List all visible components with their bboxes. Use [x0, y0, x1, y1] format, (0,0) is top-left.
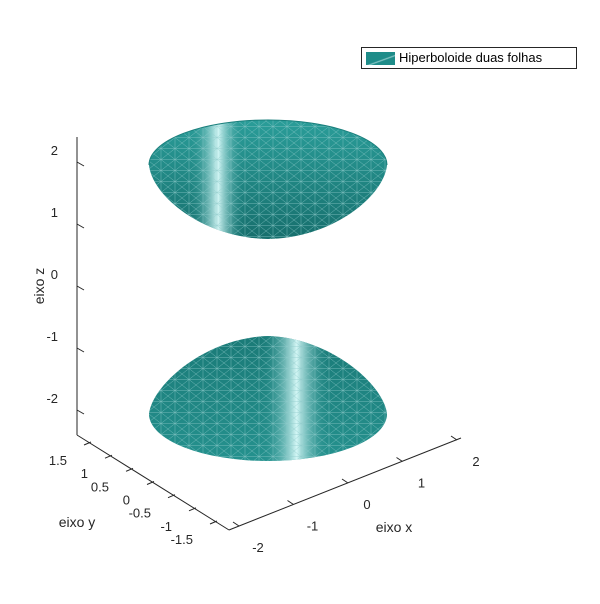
- lower-sheet-surface: [149, 336, 387, 461]
- y-tick: [104, 454, 113, 459]
- z-tick: [76, 223, 85, 229]
- z-tick-label: 2: [51, 143, 58, 158]
- legend: Hiperboloide duas folhas: [361, 47, 577, 69]
- z-tick: [76, 409, 85, 415]
- legend-swatch: [366, 52, 395, 65]
- z-tick: [76, 347, 85, 353]
- y-tick: [125, 467, 134, 472]
- z-tick-label: 1: [51, 205, 58, 220]
- x-tick: [341, 478, 349, 484]
- x-tick: [232, 521, 240, 527]
- z-tick-label: -2: [46, 391, 58, 406]
- y-axis-ticks: -1.5-1 -0.50 0.51 1.5: [49, 441, 218, 547]
- z-tick: [76, 161, 85, 167]
- x-axis-title: eixo x: [376, 519, 413, 535]
- y-tick-label: 0.5: [91, 479, 109, 494]
- y-tick-label: 1: [81, 466, 88, 481]
- y-tick-label: 0: [123, 493, 130, 508]
- x-tick: [287, 500, 294, 505]
- y-tick-label: 1.5: [49, 453, 67, 468]
- x-tick-label: 2: [472, 454, 479, 469]
- x-axis-line: [228, 437, 462, 531]
- y-tick-label: -1: [160, 519, 172, 534]
- y-axis-line: [76, 434, 230, 531]
- z-axis-title: eixo z: [31, 268, 47, 305]
- y-tick-label: -1.5: [171, 532, 193, 547]
- z-tick-label: 0: [51, 267, 58, 282]
- y-tick-label: -0.5: [129, 506, 151, 521]
- y-axis-title: eixo y: [59, 514, 96, 530]
- x-tick-label: -1: [307, 519, 319, 534]
- z-tick-label: -1: [46, 329, 58, 344]
- x-tick-label: -2: [252, 540, 264, 555]
- legend-label: Hiperboloide duas folhas: [399, 50, 543, 65]
- y-tick: [167, 494, 176, 499]
- upper-sheet-surface: [148, 119, 388, 239]
- y-tick: [188, 507, 197, 512]
- x-tick-label: 0: [363, 497, 370, 512]
- x-tick: [396, 457, 403, 462]
- y-tick: [83, 441, 92, 446]
- z-tick: [76, 285, 85, 291]
- y-tick: [146, 481, 155, 485]
- x-tick-label: 1: [418, 476, 425, 491]
- z-axis-ticks: -2 -1 0 1 2: [46, 143, 85, 415]
- y-tick: [209, 520, 218, 525]
- x-axis-ticks: -2 -1 0 1 2: [232, 435, 480, 555]
- x-tick: [450, 435, 458, 441]
